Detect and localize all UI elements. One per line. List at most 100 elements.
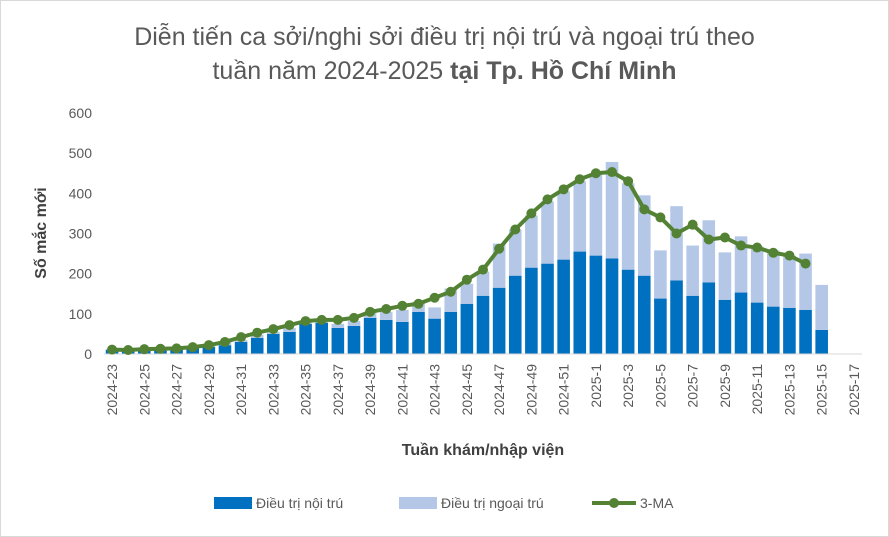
bar-inpatient [541,263,554,354]
x-tick-label: 2025-13 [781,364,797,416]
legend-item: 3-MA [592,495,674,511]
moving-average-point [139,344,150,355]
moving-average-point [526,208,537,219]
moving-average-point [784,250,795,261]
y-tick-label: 300 [69,226,93,242]
bars-group [105,162,828,354]
y-tick-label: 500 [69,145,93,161]
x-tick-label: 2025-15 [814,364,830,416]
bar-outpatient [557,191,570,260]
moving-average-point [461,274,472,285]
chart-title: Diễn tiến ca sởi/nghi sởi điều trị nội t… [0,20,889,88]
moving-average-point [187,342,198,353]
moving-average-point [542,194,553,205]
bar-inpatient [331,327,345,354]
moving-average-point [768,247,779,258]
moving-average-point [510,224,521,235]
bar-inpatient [508,275,522,354]
bar-outpatient [670,206,683,281]
x-tick-label: 2024-33 [265,364,281,416]
bar-inpatient [670,280,683,354]
moving-average-point [687,219,698,230]
bar-inpatient [347,325,361,354]
bar-outpatient [396,309,409,322]
moving-average-point [123,344,134,355]
moving-average-point [607,167,618,178]
bar-inpatient [686,295,699,354]
x-axis-title: Tuần khám/nhập viện [402,442,564,459]
legend-swatch [399,497,437,509]
bar-inpatient [557,259,570,354]
y-axis-title: Số mắc mới [31,187,50,278]
bar-inpatient [250,337,264,354]
bar-outpatient [767,250,780,307]
bar-outpatient [573,181,587,252]
moving-average-point [300,316,311,327]
bar-inpatient [799,309,812,354]
bar-inpatient [621,269,635,354]
moving-average-point [316,314,327,325]
moving-average-point [655,212,666,223]
bar-outpatient [605,162,619,259]
bar-outpatient [331,323,345,328]
y-tick-label: 200 [69,266,93,282]
bar-inpatient [654,298,667,354]
x-tick-label: 2025-1 [588,364,604,408]
x-tick-label: 2025-11 [749,364,765,415]
bar-inpatient [283,331,296,354]
moving-average-point [800,258,811,269]
bar-outpatient [637,195,651,276]
chart-title-line-2-normal: tuần năm 2024-2025 [212,57,451,85]
moving-average-point [590,168,601,179]
moving-average-point [155,343,166,354]
moving-average-point [574,174,585,185]
bar-inpatient [718,299,732,354]
bar-inpatient [396,321,409,354]
bar-inpatient [218,345,232,354]
bar-outpatient [815,284,828,330]
moving-average-point [752,242,763,253]
moving-average-point [445,286,456,297]
bar-inpatient [444,311,458,354]
x-tick-label: 2025-3 [620,364,636,408]
bar-inpatient [412,311,425,354]
chart-title-line-1: Diễn tiến ca sởi/nghi sởi điều trị nội t… [134,23,755,51]
legend-item: Điều trị ngoại trú [399,495,544,511]
x-tick-label: 2025-7 [685,364,701,408]
moving-average-point [332,314,343,325]
x-tick-label: 2024-49 [523,364,539,416]
x-tick-label: 2024-27 [169,364,185,416]
bar-inpatient [783,307,796,354]
moving-average-point [252,327,263,338]
x-tick-label: 2025-5 [652,364,668,408]
y-tick-label: 600 [69,105,93,121]
moving-average-point [429,292,440,303]
bar-outpatient [508,229,522,276]
x-tick-label: 2024-35 [298,364,314,416]
bar-inpatient [573,251,587,354]
moving-average-point [236,332,247,343]
x-tick-label: 2024-45 [459,364,475,416]
moving-average-point [671,228,682,239]
bar-outpatient [541,201,554,264]
bar-inpatient [363,317,377,354]
bar-inpatient [734,292,748,354]
bar-inpatient [815,329,828,354]
bar-outpatient [654,250,667,299]
legend-label: Điều trị nội trú [256,495,343,511]
bar-outpatient [589,173,603,256]
moving-average-point [558,184,569,195]
bar-inpatient [428,318,441,354]
bar-outpatient [525,215,538,268]
x-tick-label: 2024-43 [427,364,443,416]
legend-swatch [214,497,252,509]
moving-average-point [478,264,488,275]
moving-average-line-group [107,167,811,355]
moving-average-point [494,243,505,254]
x-tick-label: 2024-25 [136,364,152,416]
bar-outpatient [379,311,393,320]
legend-label: Điều trị ngoại trú [441,495,544,511]
bar-outpatient [734,236,748,293]
moving-average-point [284,320,295,331]
